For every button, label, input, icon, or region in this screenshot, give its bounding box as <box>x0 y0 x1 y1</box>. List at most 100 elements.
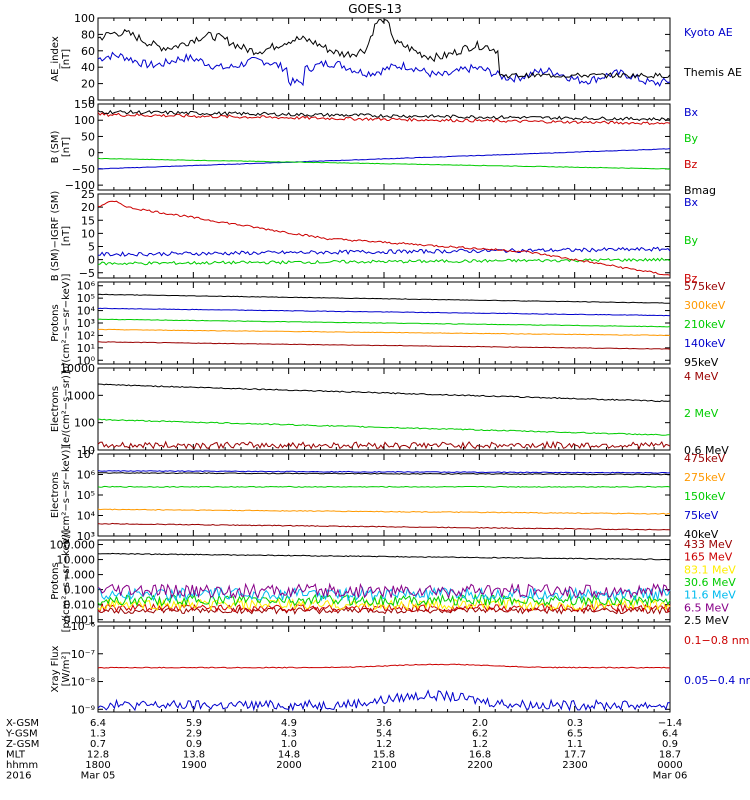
y-tick-label: 1000 <box>67 389 95 402</box>
x-end-date: Mar 06 <box>653 771 688 782</box>
series-line-30-6-mev <box>97 593 671 608</box>
y-axis-label: Protons <box>50 562 61 599</box>
y-axis-label: [e/(cm²−s−sr)] <box>61 371 72 447</box>
legend-label: 95keV <box>684 356 719 369</box>
x-row-value: 2.0 <box>472 718 488 729</box>
y-tick-label: 0 <box>88 94 95 107</box>
series-line-by <box>97 257 671 266</box>
legend-label: 40keV <box>684 528 719 541</box>
series-line-2-mev <box>97 418 670 436</box>
series-line-95kev <box>97 293 671 304</box>
y-tick-label: −5 <box>79 267 95 280</box>
y-tick-label: 10⁵ <box>77 292 95 305</box>
y-tick-label: 0 <box>88 147 95 160</box>
series-line-by <box>97 157 670 170</box>
y-axis-label: Electrons <box>50 472 61 518</box>
series-line-2-5-mev <box>97 552 671 561</box>
series-line-kyoto-ae <box>97 51 671 88</box>
legend-label: 6.5 MeV <box>684 601 729 614</box>
legend-label: Bz <box>684 158 698 171</box>
panel-frame <box>97 367 671 451</box>
y-tick-label: 100 <box>74 114 95 127</box>
panel-frame <box>97 17 671 101</box>
x-row-label: Z-GSM <box>6 739 39 750</box>
y-tick-label: 20 <box>81 201 95 214</box>
series-line-40kev <box>97 472 671 476</box>
x-row-value: 1.1 <box>567 739 583 750</box>
x-row-value: 13.8 <box>183 750 205 761</box>
x-row-value: 14.8 <box>278 750 300 761</box>
y-tick-label: 100 <box>74 12 95 25</box>
x-row-label: hhmm <box>6 760 38 771</box>
x-row-value: 4.3 <box>281 729 297 740</box>
y-axis-label: AE_index <box>50 36 61 82</box>
y-axis-label: [nT] <box>61 137 72 157</box>
y-tick-label: 15 <box>81 214 95 227</box>
y-axis-label: Electrons <box>50 386 61 432</box>
y-tick-label: 10³ <box>77 317 95 330</box>
y-axis-label: e/(cm²−s−sr−keV)] <box>61 446 72 545</box>
y-axis-label: [nT] <box>61 49 72 69</box>
legend-label: 475keV <box>684 452 726 465</box>
series-line-165-mev <box>97 602 671 614</box>
x-row-value: −1.4 <box>658 718 682 729</box>
y-tick-label: 10⁰ <box>77 354 96 367</box>
x-row-value: 15.8 <box>373 750 395 761</box>
x-row-value: 2100 <box>371 760 396 771</box>
y-tick-label: 25 <box>81 188 95 201</box>
x-row-value: 1.3 <box>90 729 106 740</box>
y-tick-label: 80 <box>81 28 95 41</box>
series-line-bx <box>98 246 671 257</box>
y-tick-label: 10⁶ <box>77 469 96 482</box>
legend-label: 83.1 MeV <box>684 563 736 576</box>
y-tick-label: 20 <box>81 78 95 91</box>
y-tick-label: 10⁻⁶ <box>71 620 96 633</box>
x-row-value: 0.9 <box>662 739 678 750</box>
x-row-value: 12.8 <box>87 750 109 761</box>
y-axis-label: [W/m²] <box>61 651 72 686</box>
panel-6: 10³ 10⁴ 10⁵ 10⁶ 10⁷ Electrons e/(cm²−s−sr−keV)… <box>50 446 726 545</box>
y-tick-label: 0.001 <box>64 614 96 627</box>
y-tick-label: 0.010 <box>64 599 96 612</box>
x-row-value: 6.2 <box>472 729 488 740</box>
legend-label: 75keV <box>684 509 719 522</box>
series-line-210kev <box>97 318 671 328</box>
figure-title: GOES-13 <box>348 2 402 16</box>
y-axis-label: Protons <box>50 304 61 341</box>
x-row-value: 0.7 <box>90 739 106 750</box>
legend-label: Bz <box>684 272 698 285</box>
y-tick-label: 10⁶ <box>77 280 96 293</box>
y-tick-label: 1.000 <box>64 569 96 582</box>
y-tick-label: 5 <box>88 241 95 254</box>
y-tick-label: 150 <box>74 98 95 111</box>
y-tick-label: 10¹ <box>77 342 95 355</box>
y-tick-label: 100 <box>74 417 95 430</box>
series-line-575kev <box>97 341 671 350</box>
x-axis-table: X-GSM 6.4 5.9 4.9 3.6 2.0 0.3 −1.4 Y-GSM 1.3 2.9 4.… <box>5 718 687 782</box>
legend-label: Themis AE <box>683 66 742 79</box>
x-row-label: X-GSM <box>6 718 39 729</box>
legend-label: 30.6 MeV <box>684 576 736 589</box>
x-start-date: Mar 05 <box>81 771 116 782</box>
x-year-label: 2016 <box>6 771 31 782</box>
series-line-0-6-mev <box>97 383 671 403</box>
series-line-11-6-mev <box>97 586 671 602</box>
series-line-bx <box>97 148 671 170</box>
x-row-value: 2200 <box>467 760 492 771</box>
y-tick-label: 40 <box>81 61 95 74</box>
y-tick-label: 10 <box>81 227 95 240</box>
y-tick-label: 10⁻⁷ <box>71 648 95 661</box>
legend-label: 433 MeV <box>684 538 733 551</box>
y-tick-label: 10000 <box>60 362 95 375</box>
series-line-0-05-0-4-nm <box>97 689 671 712</box>
series-line-bz <box>97 200 671 276</box>
series-line-83-1-mev <box>97 597 671 612</box>
x-row-value: 1900 <box>181 760 206 771</box>
x-row-value: 3.6 <box>376 718 392 729</box>
series-line-475kev <box>97 522 671 531</box>
legend-label: 0.6 MeV <box>684 444 729 457</box>
legend-label: 165 MeV <box>684 551 733 564</box>
legend-label: Bx <box>684 196 699 209</box>
